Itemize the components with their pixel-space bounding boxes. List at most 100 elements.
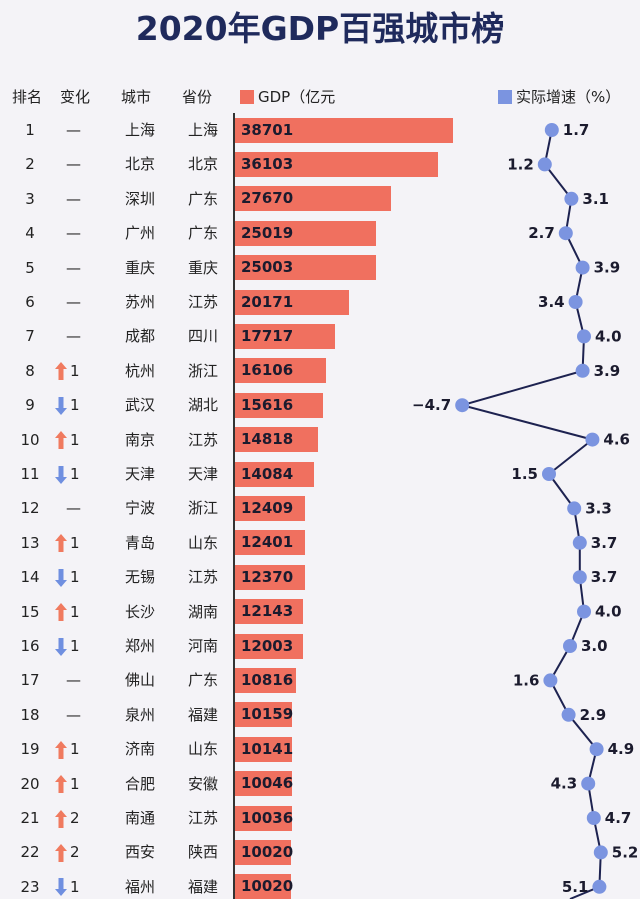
city-cell: 宁波 <box>124 499 155 518</box>
growth-point <box>586 811 601 825</box>
gdp-bar <box>235 702 292 728</box>
growth-label: 4.0 <box>595 603 622 621</box>
growth-point <box>567 501 582 516</box>
growth-label: 4.7 <box>605 809 632 827</box>
province-cell: 江苏 <box>187 293 218 311</box>
change-value: — <box>66 293 81 311</box>
growth-label: 3.4 <box>538 293 565 311</box>
gdp-value: 10141 <box>241 739 294 758</box>
rank-cell: 11 <box>20 465 40 483</box>
change-value: — <box>66 189 81 208</box>
header-city: 城市 <box>121 88 152 106</box>
province-cell: 福建 <box>187 877 218 896</box>
growth-point <box>542 467 556 481</box>
rank-cell: 14 <box>20 568 40 587</box>
gdp-value: 10159 <box>241 705 294 724</box>
province-cell: 四川 <box>187 327 218 346</box>
province-cell: 江苏 <box>187 568 218 587</box>
rank-cell: 13 <box>20 533 40 552</box>
arrow-up-icon <box>55 603 67 622</box>
growth-label: 3.7 <box>591 534 618 552</box>
city-cell: 深圳 <box>124 189 155 208</box>
gdp-value: 14084 <box>241 464 294 483</box>
gdp-value: 12409 <box>241 498 294 517</box>
rank-cell: 1 <box>25 121 35 139</box>
growth-label: 3.0 <box>581 637 608 655</box>
change-cell: 1 <box>55 567 103 587</box>
change-value: 1 <box>70 396 80 415</box>
province-cell: 湖北 <box>187 396 218 415</box>
change-cell: 2 <box>55 842 103 862</box>
change-value: — <box>66 499 81 518</box>
growth-point <box>577 604 591 619</box>
header-gdp: GDP（亿元 <box>240 86 335 107</box>
gdp-bar <box>235 495 305 521</box>
change-cell: 1 <box>55 739 103 759</box>
province-cell: 福建 <box>187 705 218 724</box>
growth-legend-swatch <box>498 90 512 104</box>
gdp-bar <box>235 358 326 384</box>
change-value: 1 <box>70 637 80 655</box>
province-cell: 山东 <box>187 533 218 552</box>
province-cell: 河南 <box>187 637 218 655</box>
gdp-bar <box>235 427 318 453</box>
change-cell: 1 <box>55 395 103 415</box>
province-cell: 广东 <box>187 671 218 690</box>
growth-label: 4.6 <box>603 431 630 449</box>
change-cell: 1 <box>55 533 103 553</box>
change-cell: — <box>66 292 114 312</box>
growth-point <box>563 639 577 653</box>
province-cell: 天津 <box>187 465 218 483</box>
gdp-bar <box>235 117 453 143</box>
growth-label: 4.9 <box>608 740 635 758</box>
province-cell: 山东 <box>187 740 218 759</box>
change-value: 1 <box>70 877 80 896</box>
gdp-value: 17717 <box>241 326 294 345</box>
change-value: — <box>66 121 81 139</box>
gdp-bar <box>235 633 303 659</box>
city-cell: 杭州 <box>124 361 155 380</box>
header-growth: 实际增速（%） <box>498 86 620 107</box>
rank-cell: 15 <box>20 602 40 621</box>
gdp-bar <box>235 771 292 797</box>
province-cell: 湖南 <box>187 602 218 621</box>
gdp-value: 12401 <box>241 533 294 552</box>
gdp-value: 14818 <box>241 430 294 449</box>
rank-cell: 22 <box>20 843 40 862</box>
gdp-value: 10816 <box>241 670 294 689</box>
change-cell: 1 <box>55 774 103 794</box>
growth-label: 3.1 <box>582 190 609 208</box>
growth-point <box>592 879 607 894</box>
arrow-up-icon <box>55 809 67 828</box>
growth-point <box>564 191 579 206</box>
gdp-value: 20171 <box>241 292 294 311</box>
city-cell: 郑州 <box>124 637 155 655</box>
change-value: — <box>66 258 81 277</box>
growth-label: 4.3 <box>551 775 578 793</box>
header-province: 省份 <box>182 88 213 106</box>
change-cell: 1 <box>55 602 103 622</box>
growth-label: 3.7 <box>591 568 618 586</box>
city-cell: 南京 <box>124 430 155 449</box>
change-value: 1 <box>70 740 80 759</box>
arrow-up-icon <box>55 534 67 553</box>
arrow-down-icon <box>55 637 67 656</box>
province-cell: 北京 <box>187 155 218 174</box>
province-cell: 广东 <box>187 189 218 208</box>
province-cell: 重庆 <box>187 258 218 277</box>
change-value: 1 <box>70 361 80 380</box>
growth-point <box>572 535 587 550</box>
rank-cell: 2 <box>25 155 35 174</box>
change-cell: — <box>66 189 114 209</box>
city-cell: 成都 <box>124 327 155 346</box>
change-value: — <box>66 671 81 690</box>
rank-cell: 6 <box>25 293 35 311</box>
city-cell: 合肥 <box>124 774 155 793</box>
gdp-value: 12003 <box>241 636 294 655</box>
change-cell: — <box>66 705 114 725</box>
growth-point <box>543 673 558 688</box>
growth-legend-label: 实际增速（%） <box>516 88 621 106</box>
growth-point <box>585 432 600 447</box>
